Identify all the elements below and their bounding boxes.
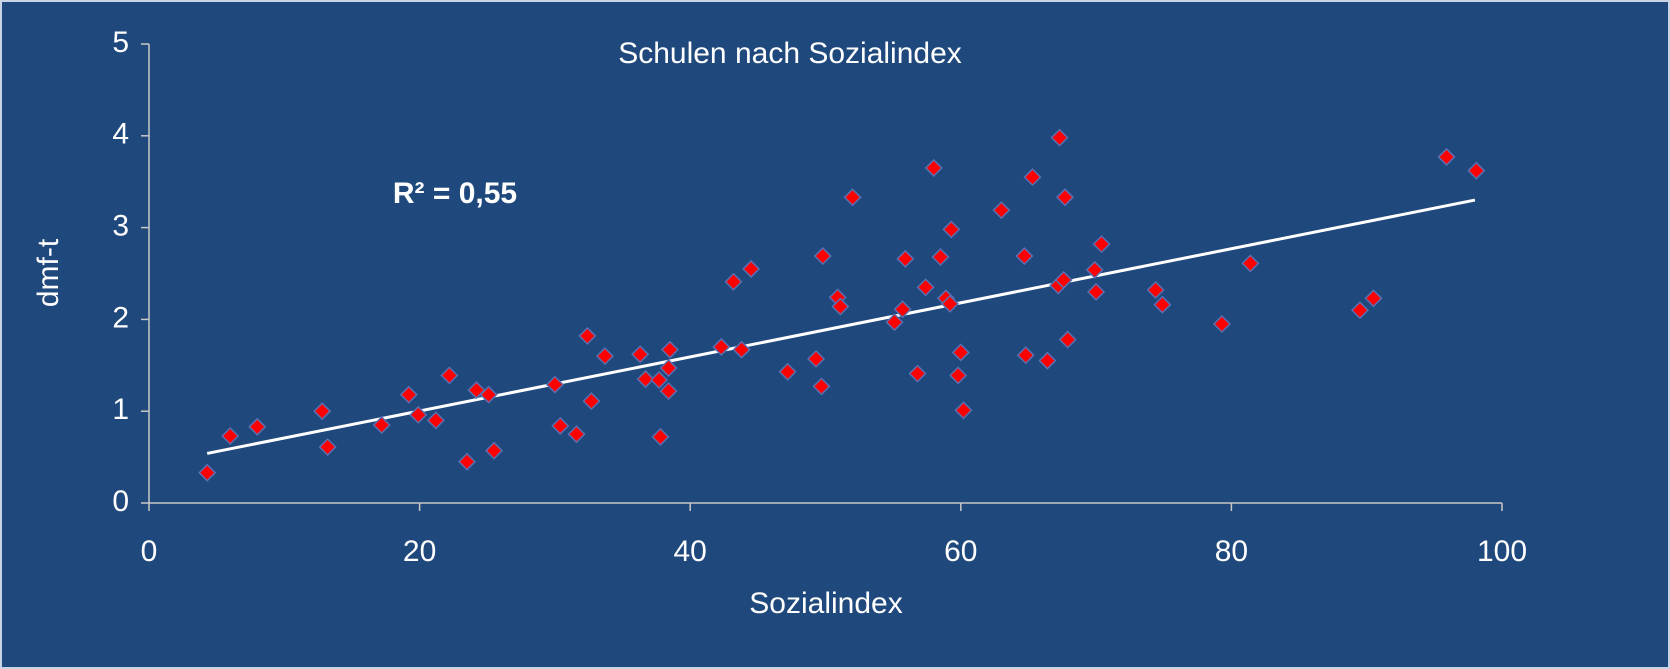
point <box>659 358 678 378</box>
point <box>778 362 797 381</box>
point <box>893 300 912 319</box>
point <box>1015 246 1034 266</box>
y-tick-label: 0 <box>112 485 129 518</box>
point <box>732 340 751 359</box>
point <box>221 426 240 446</box>
point <box>567 425 586 444</box>
point <box>1023 168 1042 187</box>
point <box>582 392 601 411</box>
point <box>409 405 428 424</box>
point <box>372 415 391 435</box>
point <box>806 349 826 368</box>
point <box>712 337 731 357</box>
x-tick-label: 0 <box>141 535 158 568</box>
point <box>545 375 564 394</box>
point <box>940 294 960 313</box>
x-tick-label: 40 <box>674 535 707 568</box>
point <box>949 366 968 385</box>
x-tick-label: 20 <box>403 535 436 568</box>
point <box>595 347 615 366</box>
point <box>636 370 655 389</box>
point <box>813 246 832 266</box>
point <box>1087 282 1106 301</box>
point <box>660 340 679 359</box>
point <box>1085 260 1104 279</box>
point <box>650 370 669 390</box>
point <box>248 417 267 436</box>
point <box>651 427 670 446</box>
point <box>631 345 650 364</box>
y-tick-label: 1 <box>112 393 129 426</box>
point <box>1153 295 1172 314</box>
point <box>484 441 504 460</box>
point <box>1364 289 1383 308</box>
point <box>313 402 332 421</box>
point <box>1054 270 1073 289</box>
point <box>924 158 943 177</box>
chart-title: Schulen nach Sozialindex <box>618 37 962 70</box>
point <box>896 249 915 268</box>
point <box>1146 280 1165 300</box>
x-tick-label: 60 <box>944 535 977 568</box>
point <box>908 364 927 383</box>
annotation: R² = 0,55 <box>393 177 517 210</box>
trend-line <box>206 198 1476 455</box>
point <box>457 452 477 471</box>
y-tick-label: 3 <box>112 210 129 243</box>
point <box>885 313 904 332</box>
point <box>916 278 935 297</box>
point <box>578 326 597 345</box>
y-tick-label: 2 <box>112 301 129 334</box>
point <box>551 416 570 435</box>
point <box>992 201 1011 220</box>
y-axis-label: dmf-t <box>32 238 65 307</box>
point <box>1241 254 1260 273</box>
point <box>742 259 761 278</box>
point <box>1350 301 1370 320</box>
point <box>951 343 970 362</box>
point <box>1212 314 1231 334</box>
point <box>942 220 961 239</box>
point <box>198 463 217 482</box>
point <box>724 272 743 291</box>
x-axis-label: Sozialindex <box>749 587 902 620</box>
point <box>1058 330 1077 349</box>
point <box>426 411 445 430</box>
point <box>1016 346 1035 365</box>
point <box>1467 161 1486 180</box>
point <box>931 247 950 267</box>
point <box>812 377 831 396</box>
y-tick-label: 5 <box>112 26 129 59</box>
point <box>1437 147 1456 166</box>
point <box>659 381 678 401</box>
y-tick-label: 4 <box>112 118 129 151</box>
point <box>479 385 498 404</box>
point <box>843 188 862 207</box>
x-tick-label: 100 <box>1477 535 1527 568</box>
point <box>440 366 459 385</box>
point <box>1092 235 1111 254</box>
point <box>1055 188 1075 207</box>
point <box>831 297 850 316</box>
point <box>1038 351 1057 370</box>
point <box>1050 128 1069 147</box>
point <box>399 385 418 404</box>
point <box>954 401 973 420</box>
point <box>318 437 337 457</box>
x-tick-label: 80 <box>1215 535 1248 568</box>
